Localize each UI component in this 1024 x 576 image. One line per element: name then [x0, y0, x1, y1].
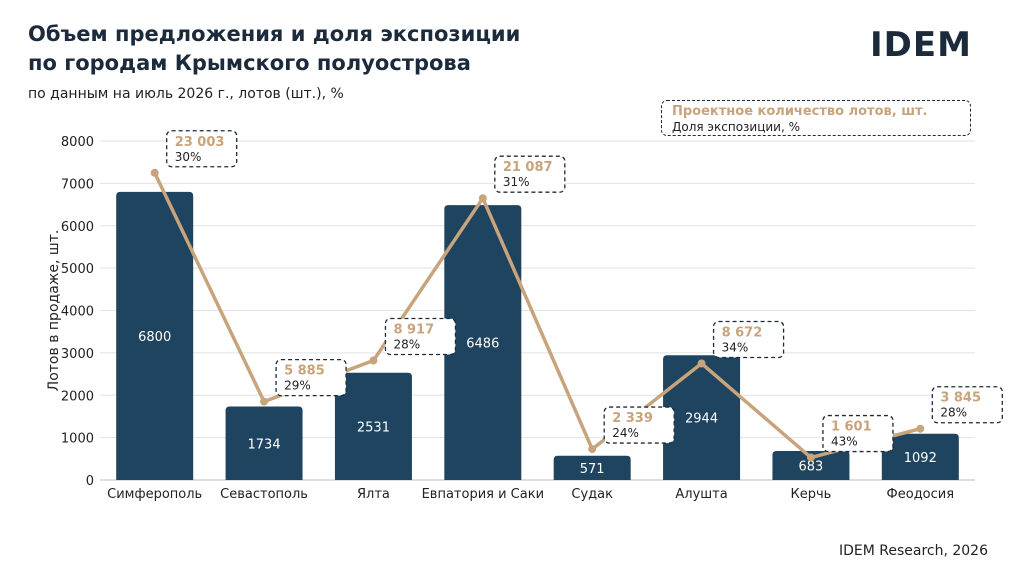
y-tick-label: 6000 [61, 220, 94, 235]
annotation-exposure-share: 29% [284, 379, 311, 393]
y-tick-label: 3000 [61, 347, 94, 362]
annotation-box [603, 406, 675, 444]
annotation-exposure-share: 31% [503, 175, 530, 189]
bar [553, 455, 631, 480]
share-point [806, 453, 815, 462]
share-point [697, 359, 706, 368]
bar-value-label: 6800 [138, 330, 171, 345]
annotation-exposure-share: 24% [612, 426, 639, 440]
annotation-exposure-share: 34% [722, 340, 749, 354]
y-tick-label: 1000 [61, 432, 94, 447]
x-tick-label: Судак [571, 487, 613, 502]
bar-value-label: 571 [580, 462, 605, 477]
y-tick-label: 0 [86, 474, 94, 489]
chart-title-line1: Объем предложения и доля экспозиции [28, 22, 521, 46]
share-point [478, 194, 487, 203]
bar [881, 433, 959, 480]
bar [663, 355, 741, 480]
y-axis-label: Лотов в продаже, шт. [46, 230, 62, 392]
x-tick-label: Феодосия [887, 487, 955, 502]
y-tick-label: 5000 [61, 262, 94, 277]
annotation-projected-lots: 8 917 [393, 323, 434, 338]
bar-value-label: 2944 [685, 412, 718, 427]
y-tick-label: 4000 [61, 305, 94, 320]
chart-title: Объем предложения и доля экспозиции по г… [28, 20, 628, 78]
annotation-exposure-share: 43% [831, 435, 858, 449]
annotation-box [822, 414, 894, 453]
bar-value-label: 6486 [466, 337, 499, 352]
y-tick-label: 2000 [61, 389, 94, 404]
share-point [150, 168, 159, 177]
legend-projected-lots: Проектное количество лотов, шт. [672, 104, 928, 119]
x-tick-label: Алушта [675, 487, 727, 502]
annotation-box [275, 358, 347, 397]
annotation-box [494, 155, 566, 193]
bar [116, 191, 194, 480]
x-tick-label: Евпатория и Саки [422, 487, 544, 502]
annotation-projected-lots: 1 601 [831, 420, 872, 435]
annotation-projected-lots: 8 672 [722, 325, 763, 340]
bar-value-label: 683 [799, 460, 824, 475]
bar [444, 205, 522, 480]
x-tick-label: Севастополь [220, 487, 308, 502]
annotation-projected-lots: 23 003 [175, 135, 225, 150]
chart-title-line2: по городам Крымского полуострова [28, 51, 471, 75]
source-note: IDEM Research, 2026 [838, 543, 988, 559]
bar-value-label: 2531 [357, 420, 390, 435]
annotation-box [384, 317, 457, 356]
x-tick-label: Ялта [357, 487, 390, 502]
annotation-projected-lots: 3 845 [940, 391, 981, 406]
share-point [369, 356, 378, 365]
bar-value-label: 1734 [248, 437, 281, 452]
annotation-box [712, 320, 785, 359]
bar [334, 372, 412, 480]
legend-exposure-share: Доля экспозиции, % [672, 120, 801, 134]
annotation-exposure-share: 30% [175, 150, 202, 164]
annotation-exposure-share: 28% [393, 338, 420, 352]
annotation-projected-lots: 5 885 [284, 364, 325, 379]
share-point [260, 397, 269, 406]
x-tick-label: Керчь [791, 487, 832, 502]
bar [225, 406, 303, 480]
annotation-exposure-share: 28% [940, 406, 967, 420]
annotation-box [166, 130, 238, 168]
share-point [916, 424, 925, 433]
x-tick-label: Симферополь [107, 487, 202, 502]
bar-value-label: 1092 [904, 451, 937, 466]
annotation-projected-lots: 2 339 [612, 411, 653, 426]
legend: Проектное количество лотов, шт. Доля экс… [661, 100, 971, 136]
idem-logo: IDEM [870, 25, 972, 64]
share-point [588, 445, 597, 454]
y-tick-label: 7000 [61, 177, 94, 192]
annotation-projected-lots: 21 087 [503, 160, 553, 175]
y-tick-label: 8000 [61, 135, 94, 150]
bar [772, 451, 850, 480]
chart-subtitle: по данным на июль 2026 г., лотов (шт.), … [28, 86, 344, 102]
annotation-box [931, 386, 1003, 424]
idem-logo-text: IDEM [870, 25, 972, 64]
